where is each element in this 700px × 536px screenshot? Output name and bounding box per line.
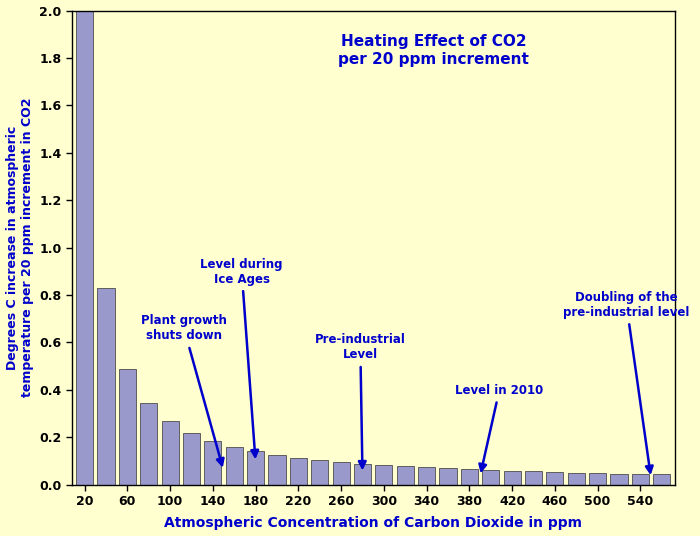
Bar — [503, 471, 521, 485]
Bar — [225, 446, 243, 485]
X-axis label: Atmospheric Concentration of Carbon Dioxide in ppm: Atmospheric Concentration of Carbon Diox… — [164, 517, 582, 531]
Bar — [440, 468, 456, 485]
Bar — [97, 287, 115, 485]
Bar — [397, 466, 414, 485]
Bar — [610, 473, 627, 485]
Bar — [332, 462, 349, 485]
Bar — [461, 470, 478, 485]
Bar — [653, 474, 671, 485]
Bar — [290, 458, 307, 485]
Bar — [568, 473, 584, 485]
Bar — [140, 403, 158, 485]
Bar — [418, 467, 435, 485]
Text: Level during
Ice Ages: Level during Ice Ages — [200, 258, 283, 457]
Bar — [76, 0, 93, 485]
Bar — [546, 472, 564, 485]
Bar — [204, 441, 221, 485]
Bar — [268, 455, 286, 485]
Bar — [162, 421, 178, 485]
Bar — [183, 433, 200, 485]
Y-axis label: Degrees C increase in atmospheric
temperature per 20 ppm increment in CO2: Degrees C increase in atmospheric temper… — [6, 98, 34, 397]
Bar — [525, 472, 542, 485]
Text: Doubling of the
pre-industrial level: Doubling of the pre-industrial level — [564, 291, 690, 473]
Text: Plant growth
shuts down: Plant growth shuts down — [141, 315, 227, 465]
Bar — [632, 474, 649, 485]
Bar — [482, 470, 499, 485]
Bar — [247, 451, 264, 485]
Bar — [312, 460, 328, 485]
Text: Level in 2010: Level in 2010 — [455, 384, 543, 471]
Bar — [589, 473, 606, 485]
Text: Pre-industrial
Level: Pre-industrial Level — [315, 333, 406, 468]
Text: Heating Effect of CO2
per 20 ppm increment: Heating Effect of CO2 per 20 ppm increme… — [338, 34, 529, 66]
Bar — [375, 465, 393, 485]
Bar — [354, 464, 371, 485]
Bar — [119, 369, 136, 485]
